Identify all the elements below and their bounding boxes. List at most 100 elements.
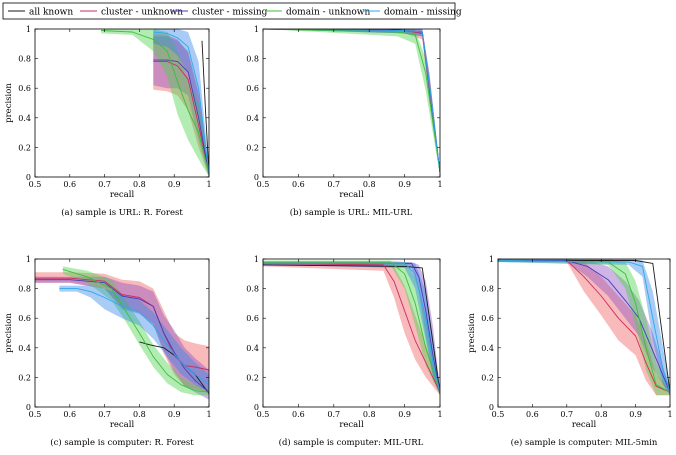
- x-axis-label: recall: [572, 420, 597, 430]
- chart-panel-1: 0.5 0.6 0.7 0.8 0.9 1 0 0.2 0.4 0.6 0.8 1 recall prec…: [4, 25, 212, 218]
- y-tick-label: 0.2: [246, 373, 259, 382]
- band-domain-unknown: [263, 29, 440, 176]
- legend-label-all-known: all known: [29, 8, 73, 18]
- series-line-domain-missing: [153, 31, 209, 175]
- x-tick-label: 0.9: [398, 410, 411, 419]
- chart-panel-3: 0.5 0.6 0.7 0.8 0.9 1 0 0.2 0.4 0.6 0.8 1 recall prec…: [4, 255, 212, 448]
- y-tick-label: 0.8: [481, 285, 494, 294]
- x-tick-label: 1: [667, 410, 672, 419]
- y-tick-label: 0.2: [18, 143, 31, 152]
- x-tick-label: 0.5: [29, 410, 42, 419]
- x-tick-label: 0.6: [292, 410, 305, 419]
- series-lines: [263, 29, 440, 173]
- series-line-cluster-unknown: [263, 29, 440, 173]
- y-tick-label: 1: [26, 255, 31, 264]
- series-line-domain-missing: [498, 260, 670, 393]
- y-tick-label: 0.6: [18, 314, 31, 323]
- series-line-cluster-missing: [35, 279, 209, 393]
- y-tick-label: 0.6: [481, 314, 494, 323]
- y-tick-label: 0.4: [18, 344, 31, 353]
- band-domain-unknown: [62, 266, 209, 396]
- x-tick-label: 0.9: [168, 410, 181, 419]
- y-axis-label: precision: [4, 83, 14, 123]
- x-tick-label: 1: [437, 410, 442, 419]
- y-axis-label: precision: [4, 313, 14, 353]
- series-line-cluster-unknown: [263, 262, 440, 393]
- y-tick-label: 0.8: [18, 55, 31, 64]
- x-tick-label: 0.7: [98, 180, 111, 189]
- y-tick-label: 0.6: [246, 314, 259, 323]
- series-line-cluster-missing: [263, 29, 440, 173]
- y-tick-label: 0.6: [18, 84, 31, 93]
- x-tick-label: 0.5: [492, 410, 505, 419]
- bands: [498, 259, 670, 396]
- x-tick-label: 0.7: [327, 180, 340, 189]
- y-tick-label: 0.4: [18, 114, 31, 123]
- x-tick-label: 0.7: [327, 410, 340, 419]
- band-domain-missing: [263, 29, 440, 176]
- x-tick-label: 0.5: [257, 410, 270, 419]
- y-tick-label: 0.8: [246, 55, 259, 64]
- band-cluster-missing: [263, 262, 440, 396]
- bands: [101, 29, 209, 177]
- y-tick-label: 0.2: [481, 373, 494, 382]
- x-axis-label: recall: [110, 190, 135, 200]
- chart-panel-4: 0.5 0.6 0.7 0.8 0.9 1 0 0.2 0.4 0.6 0.8 1 recall (d) …: [246, 255, 442, 448]
- x-axis-label: recall: [339, 190, 364, 200]
- x-tick-label: 0.9: [398, 180, 411, 189]
- x-axis-label: recall: [339, 420, 364, 430]
- y-tick-label: 0.4: [246, 344, 259, 353]
- band-cluster-unknown: [263, 262, 440, 396]
- series-lines: [101, 30, 209, 175]
- bands: [35, 266, 209, 400]
- band-cluster-unknown: [153, 33, 209, 177]
- band-cluster-unknown: [263, 29, 440, 176]
- y-tick-label: 0: [254, 173, 259, 182]
- chart-caption: (d) sample is computer: MIL-URL: [279, 437, 424, 448]
- axes-frame: [34, 258, 210, 408]
- x-tick-label: 0.6: [292, 180, 305, 189]
- x-tick-label: 0.6: [63, 410, 76, 419]
- x-tick-label: 0.6: [63, 180, 76, 189]
- band-domain-missing: [153, 29, 209, 177]
- x-tick-label: 1: [437, 180, 442, 189]
- y-tick-label: 1: [254, 255, 259, 264]
- x-tick-label: 0.5: [29, 180, 42, 189]
- bands: [263, 29, 440, 176]
- y-tick-label: 0.8: [246, 285, 259, 294]
- band-cluster-unknown: [498, 259, 670, 396]
- x-tick-label: 0.8: [363, 410, 376, 419]
- y-tick-label: 1: [26, 25, 31, 34]
- y-tick-label: 0.4: [246, 114, 259, 123]
- legend: all known cluster - unknown cluster - miss…: [2, 2, 462, 20]
- series-line-domain-unknown: [263, 29, 440, 173]
- y-tick-label: 1: [489, 255, 494, 264]
- band-cluster-missing: [153, 36, 209, 177]
- x-tick-label: 0.8: [363, 180, 376, 189]
- band-domain-unknown: [498, 259, 670, 396]
- x-axis-label: recall: [110, 420, 135, 430]
- axes-frame: [262, 258, 441, 408]
- legend-label-cluster-unknown: cluster - unknown: [101, 8, 183, 18]
- x-tick-label: 0.9: [168, 180, 181, 189]
- chart-caption: (c) sample is computer: R. Forest: [50, 437, 194, 448]
- axes-frame: [262, 28, 441, 178]
- chart-panel-2: 0.5 0.6 0.7 0.8 0.9 1 0 0.2 0.4 0.6 0.8 1 recall (b) …: [246, 25, 442, 218]
- band-cluster-missing: [35, 276, 209, 400]
- x-tick-label: 0.7: [98, 410, 111, 419]
- axes-frame: [497, 258, 671, 408]
- legend-box: [2, 2, 456, 20]
- x-tick-label: 0.6: [526, 410, 539, 419]
- legend-label-domain-unknown: domain - unknown: [286, 8, 370, 18]
- series-line-cluster-missing: [153, 59, 209, 175]
- y-tick-label: 0.6: [246, 84, 259, 93]
- band-cluster-missing: [498, 259, 670, 396]
- series-line-all-known: [263, 29, 440, 173]
- series-line-domain-missing: [263, 29, 440, 173]
- series-line-domain-unknown: [101, 30, 209, 175]
- y-tick-label: 0.8: [18, 285, 31, 294]
- series-line-domain-unknown: [62, 268, 209, 393]
- x-tick-label: 0.8: [133, 410, 146, 419]
- x-tick-label: 1: [206, 180, 211, 189]
- chart-caption: (e) sample is computer: MIL-5min: [511, 437, 658, 448]
